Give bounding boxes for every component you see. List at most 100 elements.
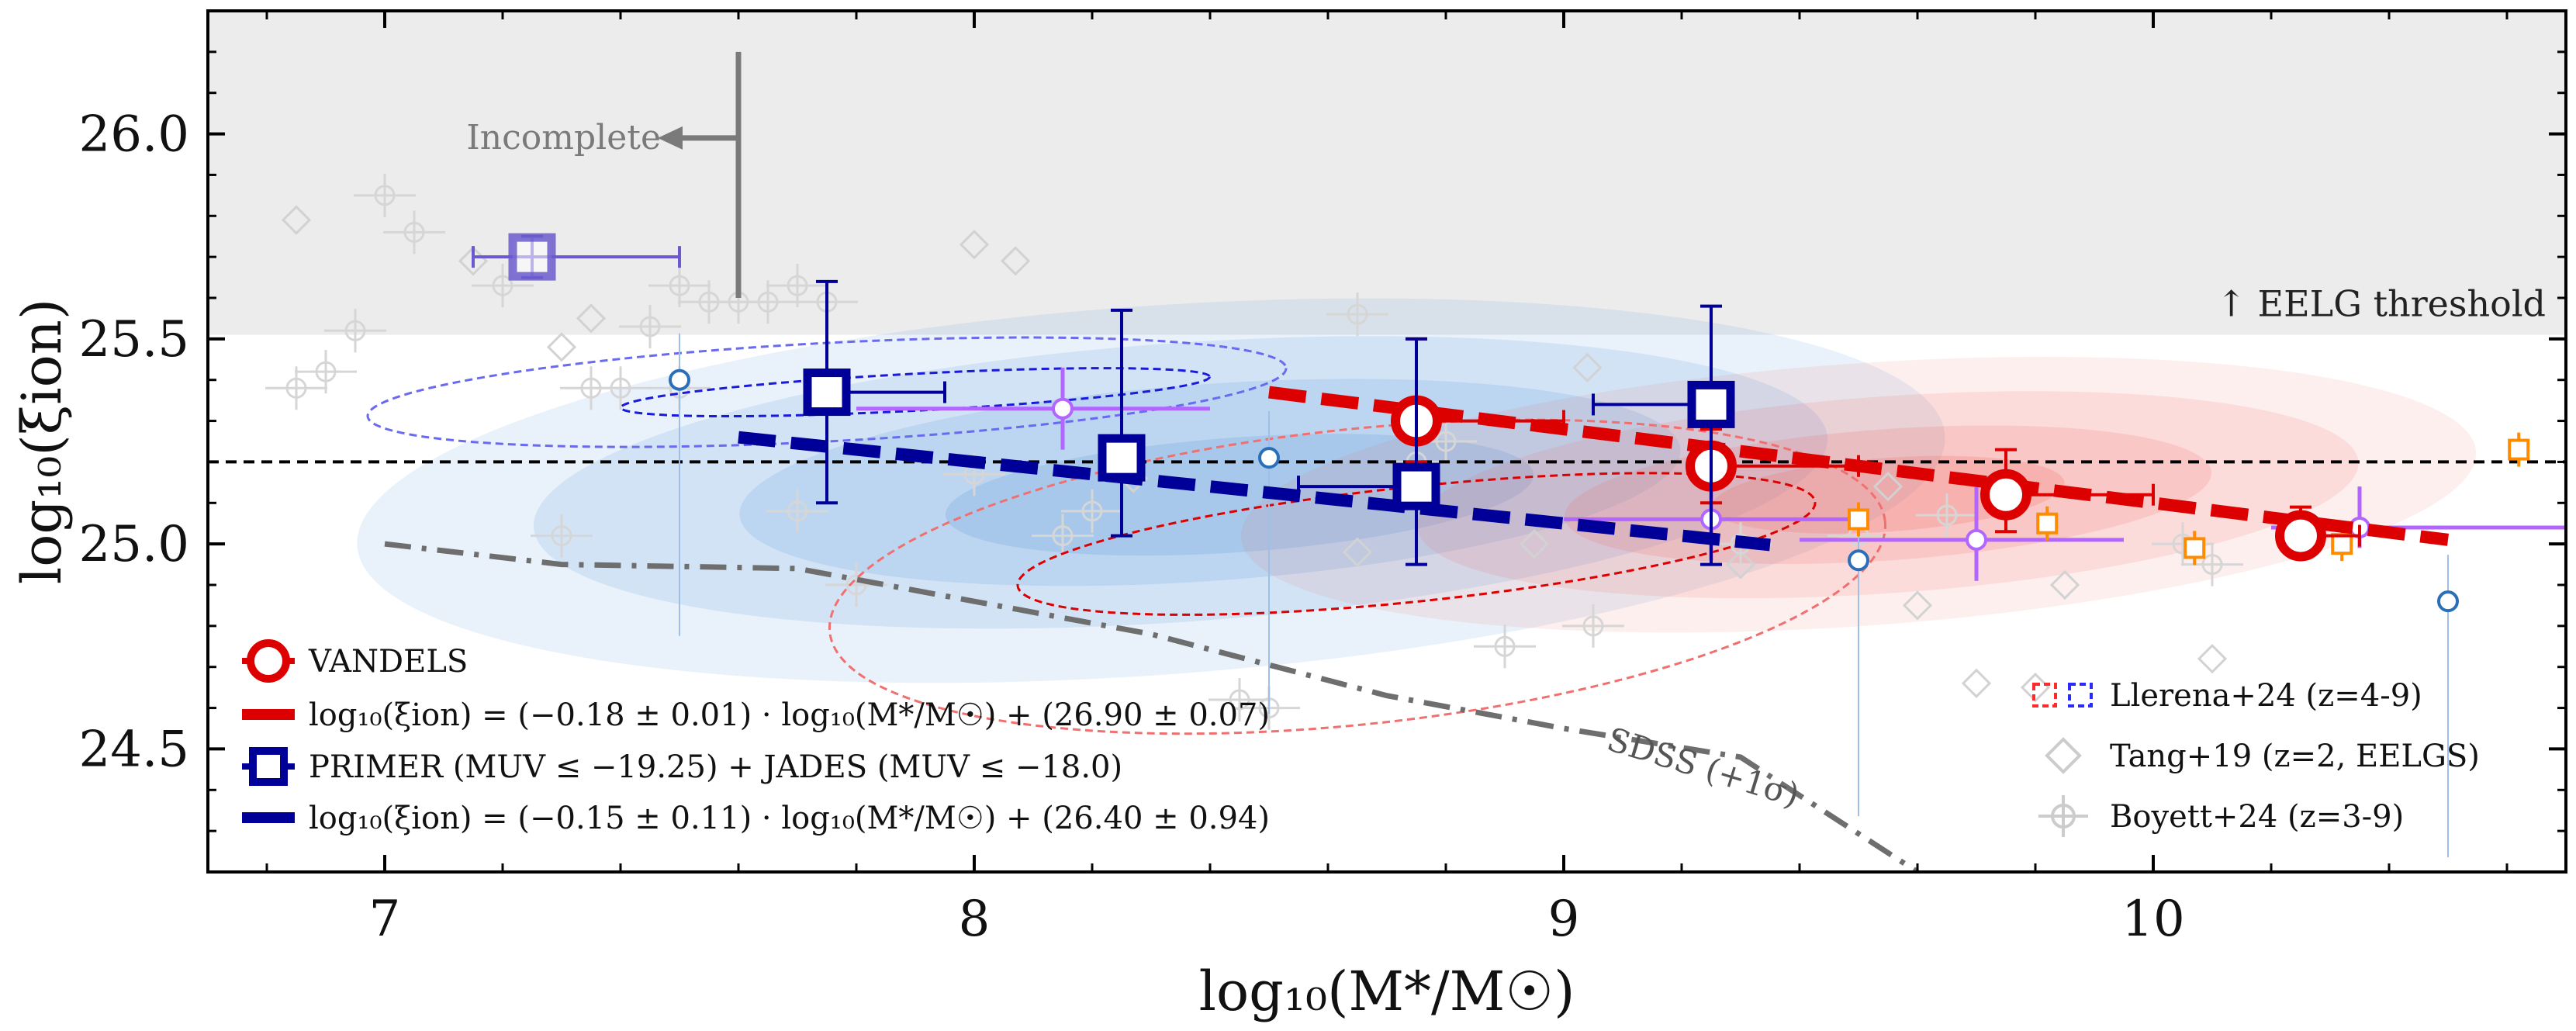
tang-diamond-11 bbox=[2197, 644, 2228, 674]
boyett-circle bbox=[374, 185, 396, 206]
comparison-marker bbox=[2331, 533, 2353, 555]
comparison-marker bbox=[2437, 590, 2459, 613]
boyett-point-15 bbox=[531, 514, 593, 558]
primer-point-1-2 bbox=[1297, 337, 1440, 566]
incomplete-marker bbox=[658, 51, 742, 298]
comparison-point-3-0 bbox=[856, 367, 1210, 450]
boyett-circle bbox=[2201, 554, 2223, 576]
legend-tang-label: Tang+19 (z=2, EELGS) bbox=[2110, 739, 2480, 774]
main-points bbox=[472, 233, 2361, 566]
x-tick-label-0: 7 bbox=[369, 891, 401, 948]
legend-primer-marker bbox=[242, 747, 295, 786]
boyett-point-1 bbox=[383, 210, 445, 254]
y-tick-label-3: 26.0 bbox=[79, 106, 190, 164]
boyett-point-5 bbox=[472, 264, 534, 308]
vandels-point-0-2 bbox=[1980, 448, 2155, 534]
tang-diamond-5 bbox=[1001, 246, 1031, 276]
boyett-point-10 bbox=[766, 264, 828, 308]
tang-diamond-3 bbox=[576, 303, 607, 334]
boyett-circle bbox=[787, 275, 808, 296]
boyett-circle bbox=[551, 525, 572, 547]
point-marker bbox=[1687, 380, 1735, 428]
tang-diamond-15 bbox=[1725, 549, 1756, 580]
comparison-marker bbox=[1848, 549, 1869, 572]
comparison-marker bbox=[2036, 512, 2059, 535]
legend-vandels-marker bbox=[242, 639, 295, 683]
boyett-point-4 bbox=[265, 366, 327, 410]
boyett-point-16 bbox=[766, 489, 828, 533]
x-tick-label-3: 10 bbox=[2121, 891, 2184, 948]
plot-area bbox=[208, 11, 2566, 872]
x-tick-label-1: 8 bbox=[959, 891, 991, 948]
boyett-circle bbox=[1435, 431, 1457, 452]
comparison-point-4-3 bbox=[2437, 555, 2459, 858]
boyett-point-31 bbox=[1916, 493, 1978, 538]
tang-diamond-12 bbox=[1872, 472, 1903, 502]
boyett-point-25 bbox=[1562, 604, 1624, 648]
y-tick-label-1: 25.0 bbox=[79, 516, 190, 573]
incomplete-label: Incomplete bbox=[466, 118, 661, 157]
comparison-point-4-2 bbox=[1848, 514, 1869, 817]
comparison-marker bbox=[2508, 438, 2530, 461]
comparison-marker bbox=[1848, 508, 1869, 531]
boyett-circle bbox=[757, 291, 779, 313]
boyett-point-9 bbox=[737, 280, 799, 324]
boyett-circle bbox=[1582, 615, 1604, 637]
legend-boyett-label: Boyett+24 (z=3-9) bbox=[2110, 799, 2404, 835]
tang-diamond-4 bbox=[959, 230, 990, 260]
legend-tang-marker bbox=[2045, 737, 2082, 774]
legend-llerena-marker bbox=[2032, 683, 2093, 708]
boyett-circle bbox=[1052, 525, 1074, 547]
x-axis-title: log₁₀(M*/M☉) bbox=[1199, 960, 1575, 1023]
tang-diamond-0 bbox=[281, 205, 312, 235]
legend-vandels-fit-label: log₁₀(ξion) = (−0.18 ± 0.01) · log₁₀(M*/… bbox=[309, 697, 1270, 733]
tang-diamond-16 bbox=[2049, 569, 2080, 600]
eelg-threshold-label: ↑ EELG threshold bbox=[2216, 283, 2546, 325]
llerena-red-contour-1 bbox=[828, 418, 1887, 735]
comparison-marker bbox=[1052, 397, 1074, 420]
comparison-point-4-0 bbox=[669, 333, 690, 636]
boyett-point-2 bbox=[324, 309, 386, 353]
primer-point-2-0 bbox=[472, 233, 681, 281]
boyett-circle bbox=[1494, 635, 1516, 657]
boyett-point-28 bbox=[1326, 292, 1388, 337]
boyett-circle bbox=[639, 316, 661, 337]
y-axis-ticks: 24.5 25.0 25.5 26.0 bbox=[79, 50, 2566, 832]
tang-diamond-9 bbox=[1961, 668, 1992, 698]
x-tick-label-2: 9 bbox=[1548, 891, 1580, 948]
tang-diamond-2 bbox=[546, 332, 577, 362]
incomplete-arrow-head bbox=[658, 126, 683, 150]
legend-right: Llerena+24 (z=4-9) Tang+19 (z=2, EELGS) … bbox=[2032, 678, 2480, 837]
boyett-circle bbox=[610, 377, 631, 399]
y-tick-label-2: 25.5 bbox=[79, 311, 190, 368]
tang-diamond-8 bbox=[1902, 590, 1933, 621]
incomplete-region-shade bbox=[208, 11, 2566, 335]
blue-contour-0 bbox=[357, 298, 1945, 683]
comparison-point-5-0 bbox=[1848, 502, 1869, 537]
tang-diamond-14 bbox=[1519, 529, 1550, 559]
x-axis-ticks: 7 8 9 10 bbox=[265, 11, 2509, 948]
point-marker bbox=[1980, 469, 2031, 521]
point-marker bbox=[1392, 462, 1440, 510]
comparison-point-5-4 bbox=[2508, 432, 2530, 467]
tang-diamond-13 bbox=[1342, 537, 1373, 567]
boyett-circle bbox=[845, 574, 867, 596]
fit-line-1 bbox=[738, 431, 1771, 552]
tang-diamond-7 bbox=[1572, 352, 1603, 382]
legend-vandels-label: VANDELS bbox=[308, 644, 468, 680]
point-marker bbox=[2275, 510, 2326, 562]
comparison-marker bbox=[1966, 528, 1987, 551]
primer-point-1-3 bbox=[1592, 304, 1735, 566]
legend-primer-label: PRIMER (MUV ≤ −19.25) + JADES (MUV ≤ −18… bbox=[309, 749, 1122, 785]
y-tick-label-0: 24.5 bbox=[79, 721, 190, 778]
legend-boyett-marker bbox=[2038, 795, 2088, 837]
comparison-point-5-2 bbox=[2184, 531, 2206, 566]
comparison-point-3-2 bbox=[1800, 478, 2124, 581]
legend-left: VANDELS log₁₀(ξion) = (−0.18 ± 0.01) · l… bbox=[242, 639, 1270, 836]
primer-point-1-1 bbox=[1098, 308, 1146, 538]
point-marker bbox=[803, 368, 851, 417]
boyett-circle bbox=[492, 275, 513, 296]
boyett-circle bbox=[344, 320, 366, 341]
vandels-point-0-3 bbox=[2275, 505, 2361, 562]
